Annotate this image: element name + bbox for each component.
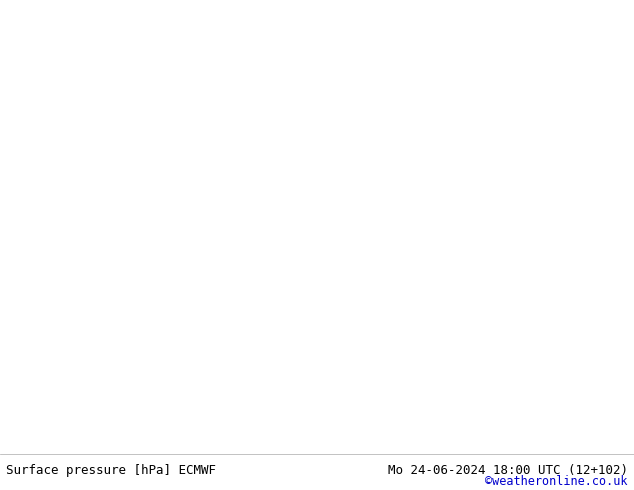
Text: Mo 24-06-2024 18:00 UTC (12+102): Mo 24-06-2024 18:00 UTC (12+102)	[387, 464, 628, 477]
Text: ©weatheronline.co.uk: ©weatheronline.co.uk	[485, 475, 628, 488]
Text: Surface pressure [hPa] ECMWF: Surface pressure [hPa] ECMWF	[6, 464, 216, 477]
